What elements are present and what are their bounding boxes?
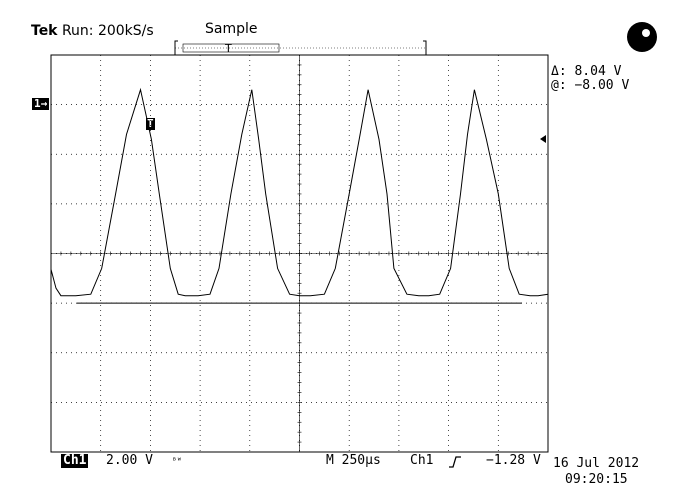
trigger-level-arrow-icon bbox=[540, 135, 546, 143]
waveform-group bbox=[50, 54, 549, 304]
trigger-level: −1.28 V bbox=[486, 453, 541, 468]
date-stamp: 16 Jul 2012 bbox=[553, 456, 640, 471]
volts-per-div: 2.00 V bbox=[106, 453, 153, 468]
bandwidth-limit-symbol: ᴮᵂ bbox=[172, 456, 182, 465]
acquisition-running-icon bbox=[627, 22, 657, 52]
ch1-ground-marker: 1→ bbox=[32, 97, 50, 110]
record-bracket-left bbox=[174, 40, 178, 56]
cursor-delta-readout: Δ: 8.04 V bbox=[551, 64, 622, 79]
trigger-marker: T bbox=[146, 117, 155, 130]
timebase-readout: M 250µs bbox=[326, 453, 381, 468]
cursor-position-readout: @: −8.00 V bbox=[551, 78, 630, 93]
ch1-badge: Ch1 bbox=[61, 453, 89, 468]
run-status-line: Tek Run: 200kS/s bbox=[31, 24, 154, 39]
rising-edge-icon bbox=[449, 456, 461, 468]
brand-label: Tek bbox=[31, 23, 58, 39]
acquisition-mode: Sample bbox=[205, 21, 258, 37]
footer-icons bbox=[449, 456, 461, 468]
record-view-window bbox=[182, 43, 280, 53]
graticule bbox=[50, 54, 549, 453]
run-status: Run: 200kS/s bbox=[61, 23, 154, 39]
record-bracket-right bbox=[423, 40, 427, 56]
time-stamp: 09:20:15 bbox=[565, 472, 628, 487]
record-trigger-marker: T bbox=[224, 42, 232, 55]
ch1-waveform bbox=[50, 87, 549, 297]
trigger-source: Ch1 bbox=[410, 453, 434, 468]
record-view-bracket: T bbox=[174, 40, 427, 56]
